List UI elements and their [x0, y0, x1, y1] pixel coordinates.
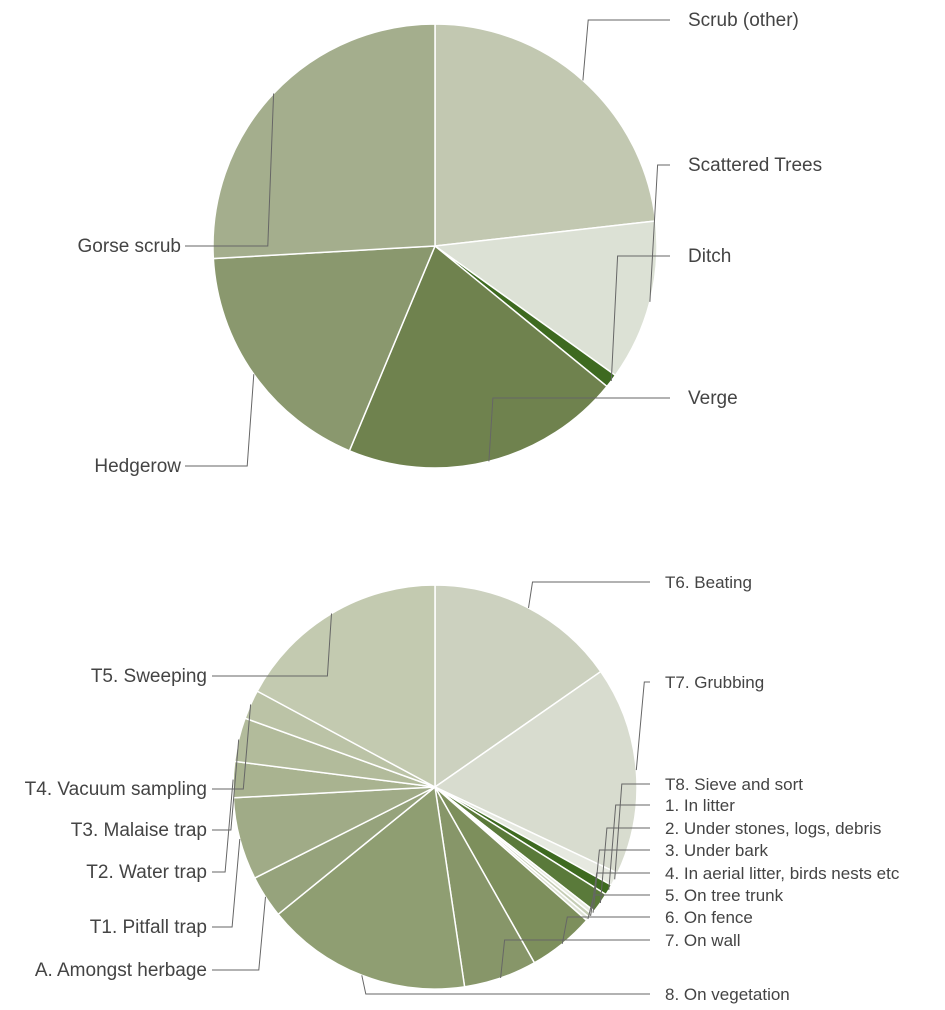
slice-label-t8-sieve-and-sort: T8. Sieve and sort: [665, 775, 803, 794]
slice-label-t4-vacuum-sampling: T4. Vacuum sampling: [25, 779, 207, 800]
habitat-pie-chart: Scrub (other) Scattered Trees Ditch Verge He…: [78, 10, 823, 477]
leader-line-6-on-fence: [561, 916, 650, 944]
leader-line-t1-pitfall-trap: [212, 839, 241, 928]
slice-label-a-amongst-herbage: A. Amongst herbage: [35, 960, 207, 981]
pie-labels: Scrub (other) Scattered Trees Ditch Verge He…: [78, 10, 823, 477]
leader-line-5-on-tree-trunk: [587, 894, 650, 920]
slice-label-verge: Verge: [688, 388, 738, 409]
pie-slice-8-on-vegetation[interactable]: [277, 785, 466, 990]
pie-slice-t6-beating[interactable]: [434, 584, 602, 789]
leader-line-t8-sieve-and-sort: [614, 783, 650, 880]
slice-label-2-under-stones-logs-debris: 2. Under stones, logs, debris: [665, 819, 881, 838]
slice-label-hedgerow: Hedgerow: [94, 456, 181, 477]
leader-line-t7-grubbing: [635, 681, 650, 771]
slice-label-t5-sweeping: T5. Sweeping: [91, 666, 207, 687]
pie-labels: T6. Beating T7. Grubbing T8. Sieve and sor…: [25, 573, 900, 1004]
pie-slice-gorse-scrub[interactable]: [212, 23, 436, 260]
leader-line-ditch: [610, 255, 670, 382]
slice-label-t2-water-trap: T2. Water trap: [86, 862, 207, 883]
leader-line-t6-beating: [528, 581, 650, 608]
leader-line-8-on-vegetation: [361, 975, 650, 995]
leader-line-a-amongst-herbage: [212, 896, 266, 971]
leader-line-t5-sweeping: [212, 613, 332, 677]
slice-label-7-on-wall: 7. On wall: [665, 931, 741, 950]
slice-label-1-in-litter: 1. In litter: [665, 796, 735, 815]
leader-line-verge: [488, 397, 670, 462]
method-pie-chart: T6. Beating T7. Grubbing T8. Sieve and sor…: [25, 573, 900, 1004]
leader-line-1-in-litter: [608, 804, 650, 890]
slice-label-t6-beating: T6. Beating: [665, 573, 752, 592]
slice-label-4-in-aerial-litter-birds-nests-etc: 4. In aerial litter, birds nests etc: [665, 864, 900, 883]
slice-label-6-on-fence: 6. On fence: [665, 908, 753, 927]
leader-line-hedgerow: [185, 374, 255, 467]
slice-label-scrub-other: Scrub (other): [688, 10, 799, 31]
leader-line-t2-water-trap: [212, 779, 234, 873]
slice-label-3-under-bark: 3. Under bark: [665, 841, 768, 860]
leader-line-gorse-scrub: [185, 93, 275, 247]
leader-line-7-on-wall: [500, 939, 650, 979]
pie-slices: [212, 23, 658, 469]
leader-line-t3-malaise-trap: [212, 739, 240, 831]
slice-label-gorse-scrub: Gorse scrub: [78, 236, 181, 257]
slice-label-t7-grubbing: T7. Grubbing: [665, 673, 764, 692]
leader-line-scrub-other: [582, 19, 670, 81]
pie-slices: [232, 584, 638, 990]
slice-label-ditch: Ditch: [688, 246, 731, 267]
leader-line-3-under-bark: [592, 849, 650, 913]
pie-slice-scrub-other[interactable]: [434, 23, 657, 247]
slice-label-t3-malaise-trap: T3. Malaise trap: [71, 820, 207, 841]
slice-label-t1-pitfall-trap: T1. Pitfall trap: [90, 917, 207, 938]
leader-line-t4-vacuum-sampling: [212, 704, 252, 790]
leader-line-2-under-stones-logs-debris: [599, 827, 650, 904]
slice-label-scattered-trees: Scattered Trees: [688, 155, 822, 176]
pie-slice-t7-grubbing[interactable]: [433, 670, 638, 875]
slice-label-8-on-vegetation: 8. On vegetation: [665, 985, 790, 1004]
slice-label-5-on-tree-trunk: 5. On tree trunk: [665, 886, 784, 905]
